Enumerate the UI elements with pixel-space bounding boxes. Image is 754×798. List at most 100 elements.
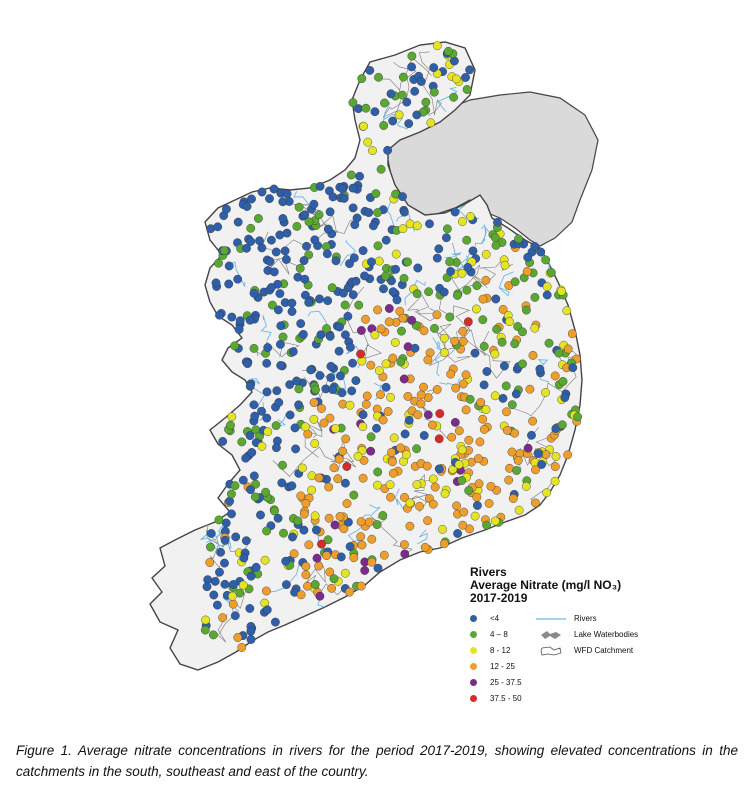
site-marker bbox=[213, 222, 223, 232]
site-marker bbox=[271, 247, 281, 257]
site-marker bbox=[263, 427, 273, 437]
site-marker bbox=[226, 420, 235, 430]
site-marker bbox=[454, 426, 464, 436]
site-marker bbox=[356, 581, 366, 591]
site-marker bbox=[274, 398, 284, 407]
site-marker bbox=[386, 492, 395, 502]
site-marker bbox=[249, 471, 259, 481]
site-marker bbox=[271, 421, 281, 430]
site-marker bbox=[265, 257, 275, 266]
legend-class-8-12: 8 - 12 bbox=[470, 645, 510, 657]
site-marker bbox=[345, 587, 354, 597]
legend-swatch-8-12 bbox=[470, 647, 477, 655]
legend-catchment-label: WFD Catchment bbox=[574, 646, 634, 655]
site-marker bbox=[428, 499, 438, 509]
site-marker bbox=[514, 505, 524, 515]
site-marker bbox=[214, 515, 224, 525]
site-marker bbox=[470, 348, 480, 358]
site-marker bbox=[439, 539, 449, 549]
site-marker bbox=[292, 221, 302, 231]
site-marker bbox=[523, 443, 533, 453]
site-marker bbox=[550, 476, 560, 486]
site-marker bbox=[342, 499, 352, 508]
site-marker bbox=[354, 300, 364, 310]
site-marker bbox=[310, 580, 320, 589]
site-marker bbox=[412, 444, 421, 454]
site-marker bbox=[518, 359, 527, 369]
site-marker bbox=[228, 580, 238, 589]
site-marker bbox=[273, 513, 283, 523]
site-marker bbox=[205, 558, 215, 567]
site-marker bbox=[491, 240, 501, 250]
site-marker bbox=[378, 511, 388, 520]
site-marker bbox=[457, 217, 467, 226]
river-line bbox=[439, 377, 461, 387]
site-marker bbox=[502, 425, 512, 435]
site-marker bbox=[311, 385, 320, 395]
site-marker bbox=[376, 164, 386, 174]
site-marker bbox=[542, 488, 552, 498]
site-marker bbox=[473, 454, 483, 463]
site-marker bbox=[445, 257, 455, 267]
site-marker bbox=[428, 474, 438, 484]
legend-title-period: 2017-2019 bbox=[470, 591, 528, 605]
site-marker bbox=[447, 432, 457, 442]
site-marker bbox=[541, 450, 551, 459]
site-marker bbox=[345, 542, 355, 551]
site-marker bbox=[343, 311, 353, 321]
site-marker bbox=[490, 233, 500, 243]
site-marker bbox=[374, 366, 384, 375]
site-marker bbox=[314, 561, 324, 571]
site-marker bbox=[523, 252, 533, 262]
site-marker bbox=[373, 241, 383, 251]
site-marker bbox=[389, 433, 399, 443]
site-marker bbox=[349, 253, 359, 263]
site-marker bbox=[278, 214, 288, 223]
site-marker bbox=[329, 463, 339, 473]
site-marker bbox=[257, 187, 267, 197]
site-marker bbox=[281, 255, 291, 264]
site-marker bbox=[216, 547, 226, 557]
site-marker bbox=[478, 294, 488, 304]
site-marker bbox=[338, 288, 348, 298]
legend-label-25-37-5: 25 - 37.5 bbox=[490, 678, 522, 687]
site-marker bbox=[215, 567, 224, 577]
site-marker bbox=[355, 171, 364, 181]
legend-lakes-symbol: Lake Waterbodies bbox=[536, 629, 638, 641]
site-marker bbox=[416, 77, 426, 86]
site-marker bbox=[419, 382, 428, 392]
site-marker bbox=[245, 381, 255, 391]
site-marker bbox=[522, 305, 531, 315]
site-marker bbox=[315, 181, 325, 191]
site-marker bbox=[412, 110, 422, 120]
site-marker bbox=[441, 233, 451, 243]
site-marker bbox=[423, 355, 433, 365]
site-marker bbox=[218, 436, 228, 446]
site-marker bbox=[227, 591, 237, 601]
site-marker bbox=[379, 550, 389, 560]
site-marker bbox=[249, 400, 259, 410]
site-marker bbox=[419, 326, 429, 336]
site-marker bbox=[334, 346, 344, 356]
river-line bbox=[339, 240, 356, 267]
river-line bbox=[498, 271, 514, 297]
site-marker bbox=[266, 283, 276, 292]
site-marker bbox=[380, 98, 389, 108]
site-marker bbox=[379, 121, 389, 130]
legend-label-37-5-50: 37.5 - 50 bbox=[490, 694, 522, 703]
site-marker bbox=[438, 524, 447, 534]
site-marker bbox=[370, 107, 380, 117]
site-marker bbox=[484, 498, 494, 508]
site-marker bbox=[452, 501, 461, 511]
site-marker bbox=[309, 398, 319, 407]
site-marker bbox=[396, 357, 406, 367]
site-marker bbox=[282, 189, 292, 199]
site-marker bbox=[347, 386, 357, 396]
site-marker bbox=[263, 343, 273, 352]
site-marker bbox=[208, 630, 218, 640]
site-marker bbox=[278, 197, 288, 207]
site-marker bbox=[388, 287, 398, 297]
site-marker bbox=[246, 626, 256, 636]
catchment-boundary bbox=[451, 242, 484, 291]
site-marker bbox=[358, 246, 368, 256]
